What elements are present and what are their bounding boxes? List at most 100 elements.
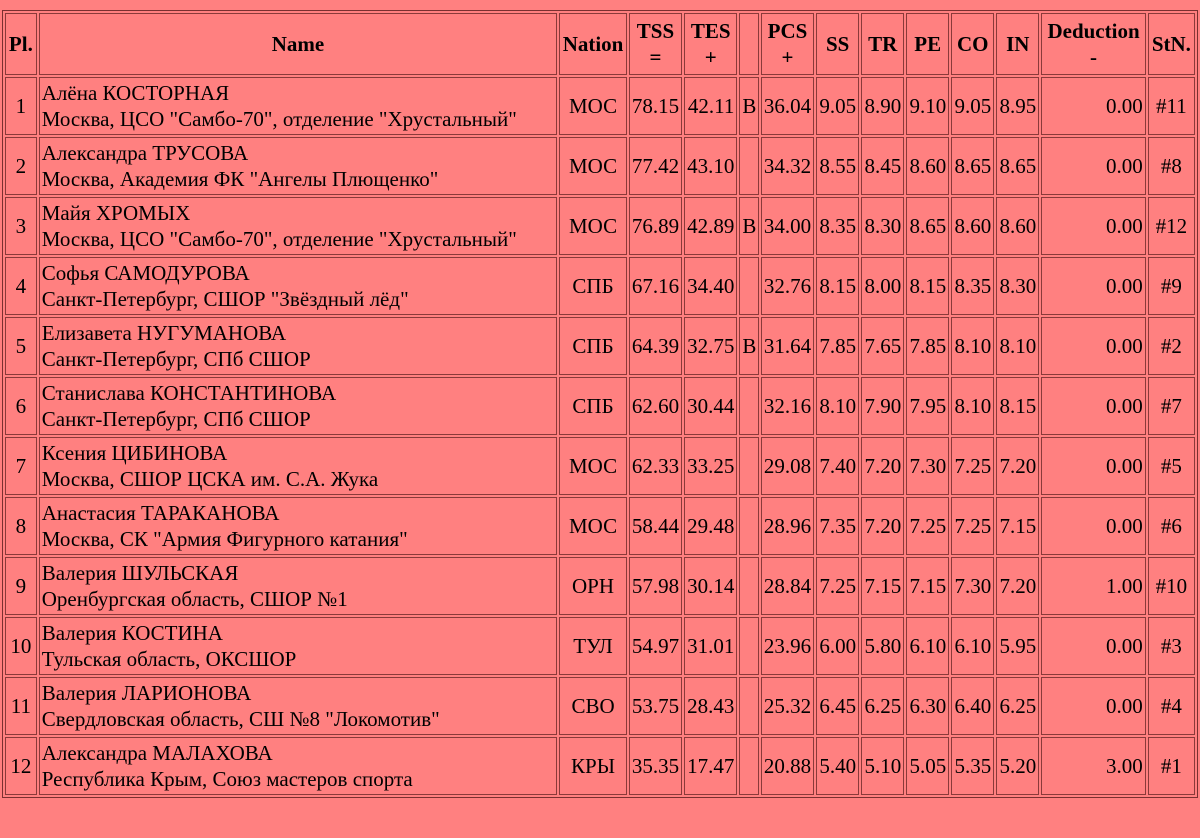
tss-cell: 76.89 — [628, 197, 683, 255]
in-cell: 6.25 — [996, 677, 1040, 735]
pcs-cell: 36.04 — [760, 77, 815, 135]
name-cell: Валерия КОСТИНА Тульская область, ОКСШОР — [38, 617, 558, 675]
in-cell: 7.15 — [996, 497, 1040, 555]
table-row: 11 Валерия ЛАРИОНОВА Свердловская область,… — [5, 677, 1195, 735]
pcs-cell: 28.96 — [760, 497, 815, 555]
skater-name: Станислава КОНСТАНТИНОВА — [41, 381, 337, 405]
start-number-cell: #12 — [1147, 197, 1195, 255]
nation-cell: СПБ — [559, 377, 627, 435]
bonus-cell — [739, 437, 759, 495]
name-cell: Ксения ЦИБИНОВА Москва, СШОР ЦСКА им. С.А… — [38, 437, 558, 495]
header-deduction: Deduction - — [1041, 13, 1146, 75]
skater-club: Москва, Академия ФК "Ангелы Плющенко" — [41, 167, 439, 191]
tr-cell: 8.45 — [861, 137, 905, 195]
name-cell: Станислава КОНСТАНТИНОВА Санкт-Петербург,… — [38, 377, 558, 435]
name-cell: Валерия ШУЛЬСКАЯ Оренбургская область, СШ… — [38, 557, 558, 615]
pe-cell: 7.30 — [906, 437, 950, 495]
header-name: Name — [38, 13, 558, 75]
nation-cell: МОС — [559, 437, 627, 495]
ss-cell: 7.35 — [816, 497, 860, 555]
header-pl: Pl. — [5, 13, 37, 75]
bonus-cell: B — [739, 197, 759, 255]
deduction-cell: 0.00 — [1041, 377, 1146, 435]
table-row: 12 Александра МАЛАХОВА Республика Крым, Со… — [5, 737, 1195, 795]
start-number-cell: #7 — [1147, 377, 1195, 435]
skater-club: Санкт-Петербург, СПб СШОР — [41, 407, 311, 431]
name-cell: Софья САМОДУРОВА Санкт-Петербург, СШОР "З… — [38, 257, 558, 315]
bonus-cell — [739, 257, 759, 315]
results-body: 1 Алёна КОСТОРНАЯ Москва, ЦСО "Самбо-70", … — [5, 77, 1195, 795]
tr-cell: 8.00 — [861, 257, 905, 315]
place-cell: 8 — [5, 497, 37, 555]
start-number-cell: #8 — [1147, 137, 1195, 195]
header-nation: Nation — [559, 13, 627, 75]
deduction-cell: 3.00 — [1041, 737, 1146, 795]
skater-name: Валерия ЛАРИОНОВА — [41, 681, 252, 705]
header-stn: StN. — [1147, 13, 1195, 75]
pcs-cell: 25.32 — [760, 677, 815, 735]
table-row: 6 Станислава КОНСТАНТИНОВА Санкт-Петербург… — [5, 377, 1195, 435]
tr-cell: 8.90 — [861, 77, 905, 135]
tes-cell: 29.48 — [684, 497, 738, 555]
deduction-cell: 0.00 — [1041, 677, 1146, 735]
deduction-cell: 0.00 — [1041, 137, 1146, 195]
tss-cell: 53.75 — [628, 677, 683, 735]
pcs-cell: 23.96 — [760, 617, 815, 675]
nation-cell: СПБ — [559, 317, 627, 375]
deduction-cell: 0.00 — [1041, 497, 1146, 555]
pcs-cell: 34.32 — [760, 137, 815, 195]
pe-cell: 8.15 — [906, 257, 950, 315]
deduction-cell: 0.00 — [1041, 77, 1146, 135]
tr-cell: 5.10 — [861, 737, 905, 795]
deduction-cell: 0.00 — [1041, 437, 1146, 495]
table-row: 7 Ксения ЦИБИНОВА Москва, СШОР ЦСКА им. С.… — [5, 437, 1195, 495]
tes-cell: 32.75 — [684, 317, 738, 375]
ss-cell: 8.35 — [816, 197, 860, 255]
co-cell: 8.10 — [951, 317, 995, 375]
co-cell: 8.60 — [951, 197, 995, 255]
pcs-cell: 20.88 — [760, 737, 815, 795]
header-bonus — [739, 13, 759, 75]
co-cell: 8.35 — [951, 257, 995, 315]
in-cell: 8.30 — [996, 257, 1040, 315]
pe-cell: 8.65 — [906, 197, 950, 255]
tes-cell: 17.47 — [684, 737, 738, 795]
place-cell: 2 — [5, 137, 37, 195]
place-cell: 3 — [5, 197, 37, 255]
results-table: Pl. Name Nation TSS = TES + PCS + SS TR PE … — [2, 10, 1198, 798]
tr-cell: 7.15 — [861, 557, 905, 615]
nation-cell: СПБ — [559, 257, 627, 315]
skater-club: Москва, СШОР ЦСКА им. С.А. Жука — [41, 467, 379, 491]
name-cell: Валерия ЛАРИОНОВА Свердловская область, С… — [38, 677, 558, 735]
header-row: Pl. Name Nation TSS = TES + PCS + SS TR PE … — [5, 13, 1195, 75]
pe-cell: 6.10 — [906, 617, 950, 675]
tr-cell: 7.20 — [861, 437, 905, 495]
co-cell: 9.05 — [951, 77, 995, 135]
skater-club: Тульская область, ОКСШОР — [41, 647, 297, 671]
co-cell: 7.25 — [951, 437, 995, 495]
name-cell: Александра ТРУСОВА Москва, Академия ФК "А… — [38, 137, 558, 195]
ss-cell: 7.85 — [816, 317, 860, 375]
table-row: 9 Валерия ШУЛЬСКАЯ Оренбургская область, С… — [5, 557, 1195, 615]
start-number-cell: #4 — [1147, 677, 1195, 735]
skater-club: Санкт-Петербург, СПб СШОР — [41, 347, 311, 371]
co-cell: 8.10 — [951, 377, 995, 435]
pe-cell: 7.85 — [906, 317, 950, 375]
deduction-cell: 0.00 — [1041, 317, 1146, 375]
table-row: 4 Софья САМОДУРОВА Санкт-Петербург, СШОР "… — [5, 257, 1195, 315]
in-cell: 8.95 — [996, 77, 1040, 135]
header-pcs: PCS + — [760, 13, 815, 75]
ss-cell: 6.00 — [816, 617, 860, 675]
skater-name: Майя ХРОМЫХ — [41, 201, 191, 225]
start-number-cell: #3 — [1147, 617, 1195, 675]
tss-cell: 77.42 — [628, 137, 683, 195]
tes-cell: 33.25 — [684, 437, 738, 495]
pcs-cell: 34.00 — [760, 197, 815, 255]
ss-cell: 6.45 — [816, 677, 860, 735]
bonus-cell — [739, 557, 759, 615]
pe-cell: 7.95 — [906, 377, 950, 435]
tes-cell: 34.40 — [684, 257, 738, 315]
tes-cell: 42.11 — [684, 77, 738, 135]
place-cell: 6 — [5, 377, 37, 435]
skater-club: Москва, ЦСО "Самбо-70", отделение "Хруст… — [41, 227, 517, 251]
